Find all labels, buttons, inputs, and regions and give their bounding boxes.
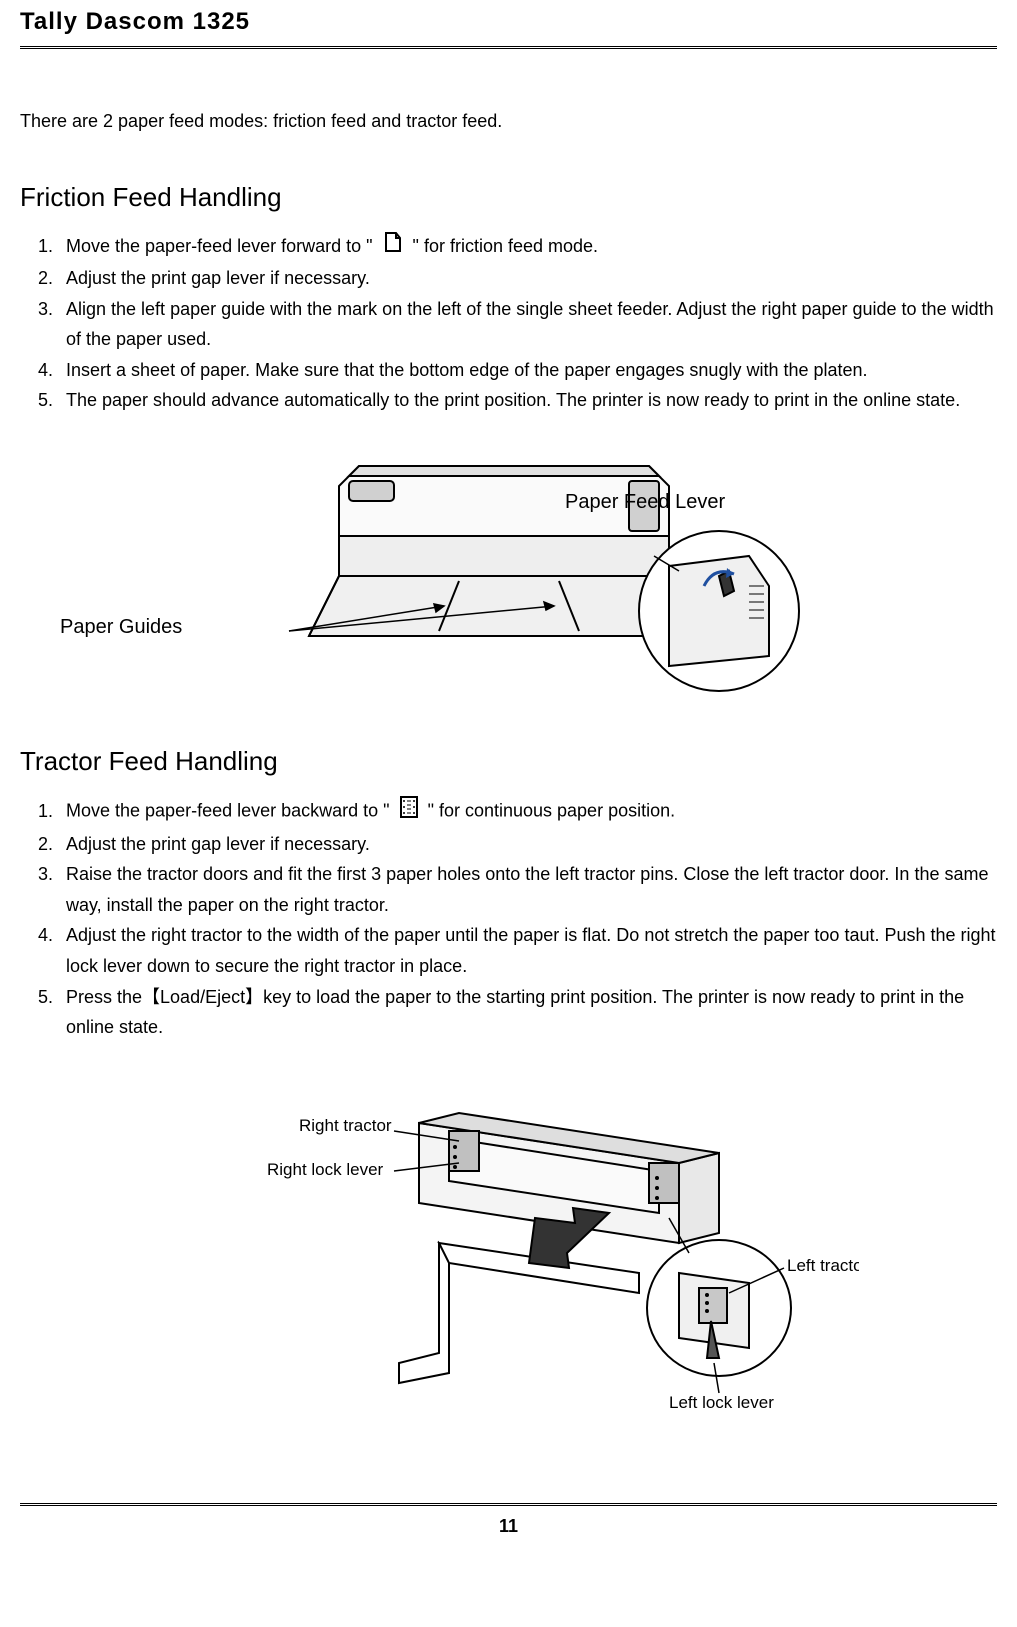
- list-item: Adjust the print gap lever if necessary.: [58, 263, 997, 294]
- callout-paper-guides: Paper Guides: [60, 616, 182, 639]
- tractor-heading: Tractor Feed Handling: [20, 746, 997, 777]
- list-item: Press the【Load/Eject】key to load the pap…: [58, 982, 997, 1043]
- tractor-list: Move the paper-feed lever backward to " …: [20, 795, 997, 1043]
- callout-paper-feed-lever: Paper Feed Lever: [565, 491, 725, 514]
- list-item: The paper should advance automatically t…: [58, 385, 997, 416]
- label-left-lock: Left lock lever: [669, 1393, 774, 1412]
- list-item: Adjust the print gap lever if necessary.: [58, 829, 997, 860]
- list-text-post: " for continuous paper position.: [423, 801, 676, 821]
- label-right-tractor: Right tractor: [299, 1116, 392, 1135]
- continuous-paper-icon: [399, 795, 419, 829]
- intro-text: There are 2 paper feed modes: friction f…: [20, 111, 997, 132]
- single-sheet-icon: [382, 231, 404, 263]
- list-item: Move the paper-feed lever backward to " …: [58, 795, 997, 829]
- list-item: Align the left paper guide with the mark…: [58, 294, 997, 355]
- list-item: Adjust the right tractor to the width of…: [58, 920, 997, 981]
- friction-figure: Paper Guides Paper Feed Lever: [20, 436, 997, 716]
- header-rule: [20, 46, 997, 49]
- printer-tractor-diagram: Right tractor Right lock lever Left trac…: [159, 1063, 859, 1413]
- page-content: There are 2 paper feed modes: friction f…: [20, 51, 997, 1463]
- printer-friction-diagram: [159, 436, 859, 716]
- footer-rule: [20, 1503, 997, 1506]
- list-item: Raise the tractor doors and fit the firs…: [58, 859, 997, 920]
- friction-heading: Friction Feed Handling: [20, 182, 997, 213]
- list-text-post: " for friction feed mode.: [408, 236, 598, 256]
- label-right-lock: Right lock lever: [267, 1160, 384, 1179]
- header-title: Tally Dascom 1325: [20, 8, 997, 36]
- page-number: 11: [20, 1508, 997, 1557]
- label-left-tractor: Left tractor: [787, 1256, 859, 1275]
- list-item: Move the paper-feed lever forward to " "…: [58, 231, 997, 263]
- tractor-figure: Right tractor Right lock lever Left trac…: [20, 1063, 997, 1413]
- list-text-pre: Move the paper-feed lever backward to ": [66, 801, 395, 821]
- friction-list: Move the paper-feed lever forward to " "…: [20, 231, 997, 416]
- page-header: Tally Dascom 1325: [20, 0, 997, 44]
- list-item: Insert a sheet of paper. Make sure that …: [58, 355, 997, 386]
- list-text-pre: Move the paper-feed lever forward to ": [66, 236, 378, 256]
